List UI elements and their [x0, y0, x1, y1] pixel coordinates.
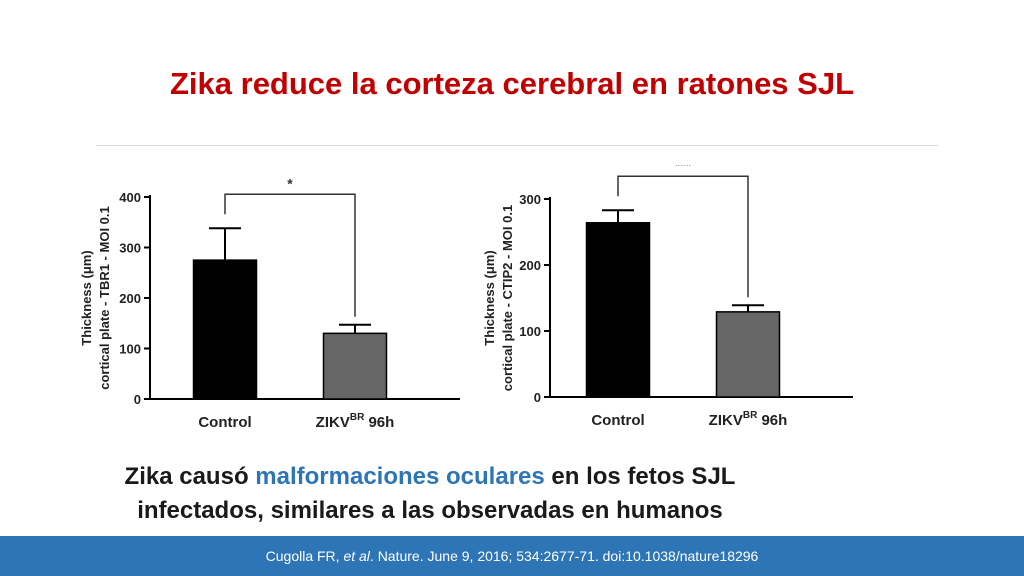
significance-label: ***: [675, 165, 692, 173]
caption: Zika causó malformaciones oculares en lo…: [60, 460, 800, 528]
y-axis-label-line1: Thickness (μm): [482, 250, 497, 345]
y-tick-label: 200: [519, 258, 541, 273]
citation: Cugolla FR, et al. Nature. June 9, 2016;…: [0, 548, 1024, 564]
chart-ctip2: Thickness (μm) cortical plate - CTIP2 - M…: [478, 165, 858, 440]
y-axis-label-line2: cortical plate - TBR1 - MOI 0.1: [97, 206, 112, 390]
significance-bracket: [617, 175, 749, 298]
y-tick-label: 100: [519, 324, 541, 339]
significance-bracket: [224, 193, 356, 317]
title-divider: [96, 145, 938, 146]
x-tick-label-main: Control: [591, 412, 644, 429]
caption-text-after: en los fetos SJL infectados, similares a…: [137, 463, 736, 524]
bar-zikv: [322, 332, 388, 400]
chart-tbr1-svg: Thickness (μm) cortical plate - TBR1 - MO…: [79, 175, 460, 431]
y-tick-label: 300: [119, 241, 141, 256]
citation-author: Cugolla FR,: [265, 548, 344, 564]
footer-bar: [0, 536, 1024, 576]
citation-etal: et al: [343, 548, 370, 564]
y-axis-label-line2: cortical plate - CTIP2 - MOI 0.1: [500, 205, 515, 391]
x-tick-label-sup: BR: [350, 412, 365, 423]
y-axis-label-line1: Thickness (μm): [79, 250, 94, 345]
caption-text-before: Zika causó: [124, 463, 256, 490]
y-axis-label: Thickness (μm) cortical plate - CTIP2 - M…: [482, 205, 515, 391]
y-tick-label: 0: [534, 390, 541, 405]
significance-label: *: [287, 175, 293, 191]
y-tick-label: 200: [119, 291, 141, 306]
bar-control: [585, 222, 651, 398]
caption-highlight: malformaciones oculares: [255, 463, 545, 490]
x-tick-label: ZIKVBR 96h: [316, 412, 395, 431]
bar-zikv: [715, 311, 781, 398]
x-tick-label-main: Control: [198, 414, 251, 431]
x-tick-label: Control: [198, 414, 251, 431]
y-tick-label: 400: [119, 190, 141, 205]
bar-control: [192, 259, 258, 400]
x-tick-label: Control: [591, 412, 644, 429]
y-tick-label: 100: [119, 342, 141, 357]
x-tick-label-suffix: 96h: [364, 414, 394, 431]
x-tick-label: ZIKVBR 96h: [709, 410, 788, 429]
x-tick-label-suffix: 96h: [757, 412, 787, 429]
slide-title: Zika reduce la corteza cerebral en raton…: [169, 66, 855, 101]
x-tick-label-main: ZIKV: [709, 412, 743, 429]
citation-rest: . Nature. June 9, 2016; 534:2677-71. doi…: [369, 548, 759, 564]
y-tick-label: 300: [519, 192, 541, 207]
y-axis-label: Thickness (μm) cortical plate - TBR1 - MO…: [79, 206, 112, 390]
x-tick-label-sup: BR: [743, 410, 758, 421]
chart-ctip2-svg: Thickness (μm) cortical plate - CTIP2 - M…: [482, 165, 853, 429]
y-tick-label: 0: [134, 392, 141, 407]
x-tick-label-main: ZIKV: [316, 414, 350, 431]
chart-tbr1: Thickness (μm) cortical plate - TBR1 - MO…: [75, 165, 465, 440]
